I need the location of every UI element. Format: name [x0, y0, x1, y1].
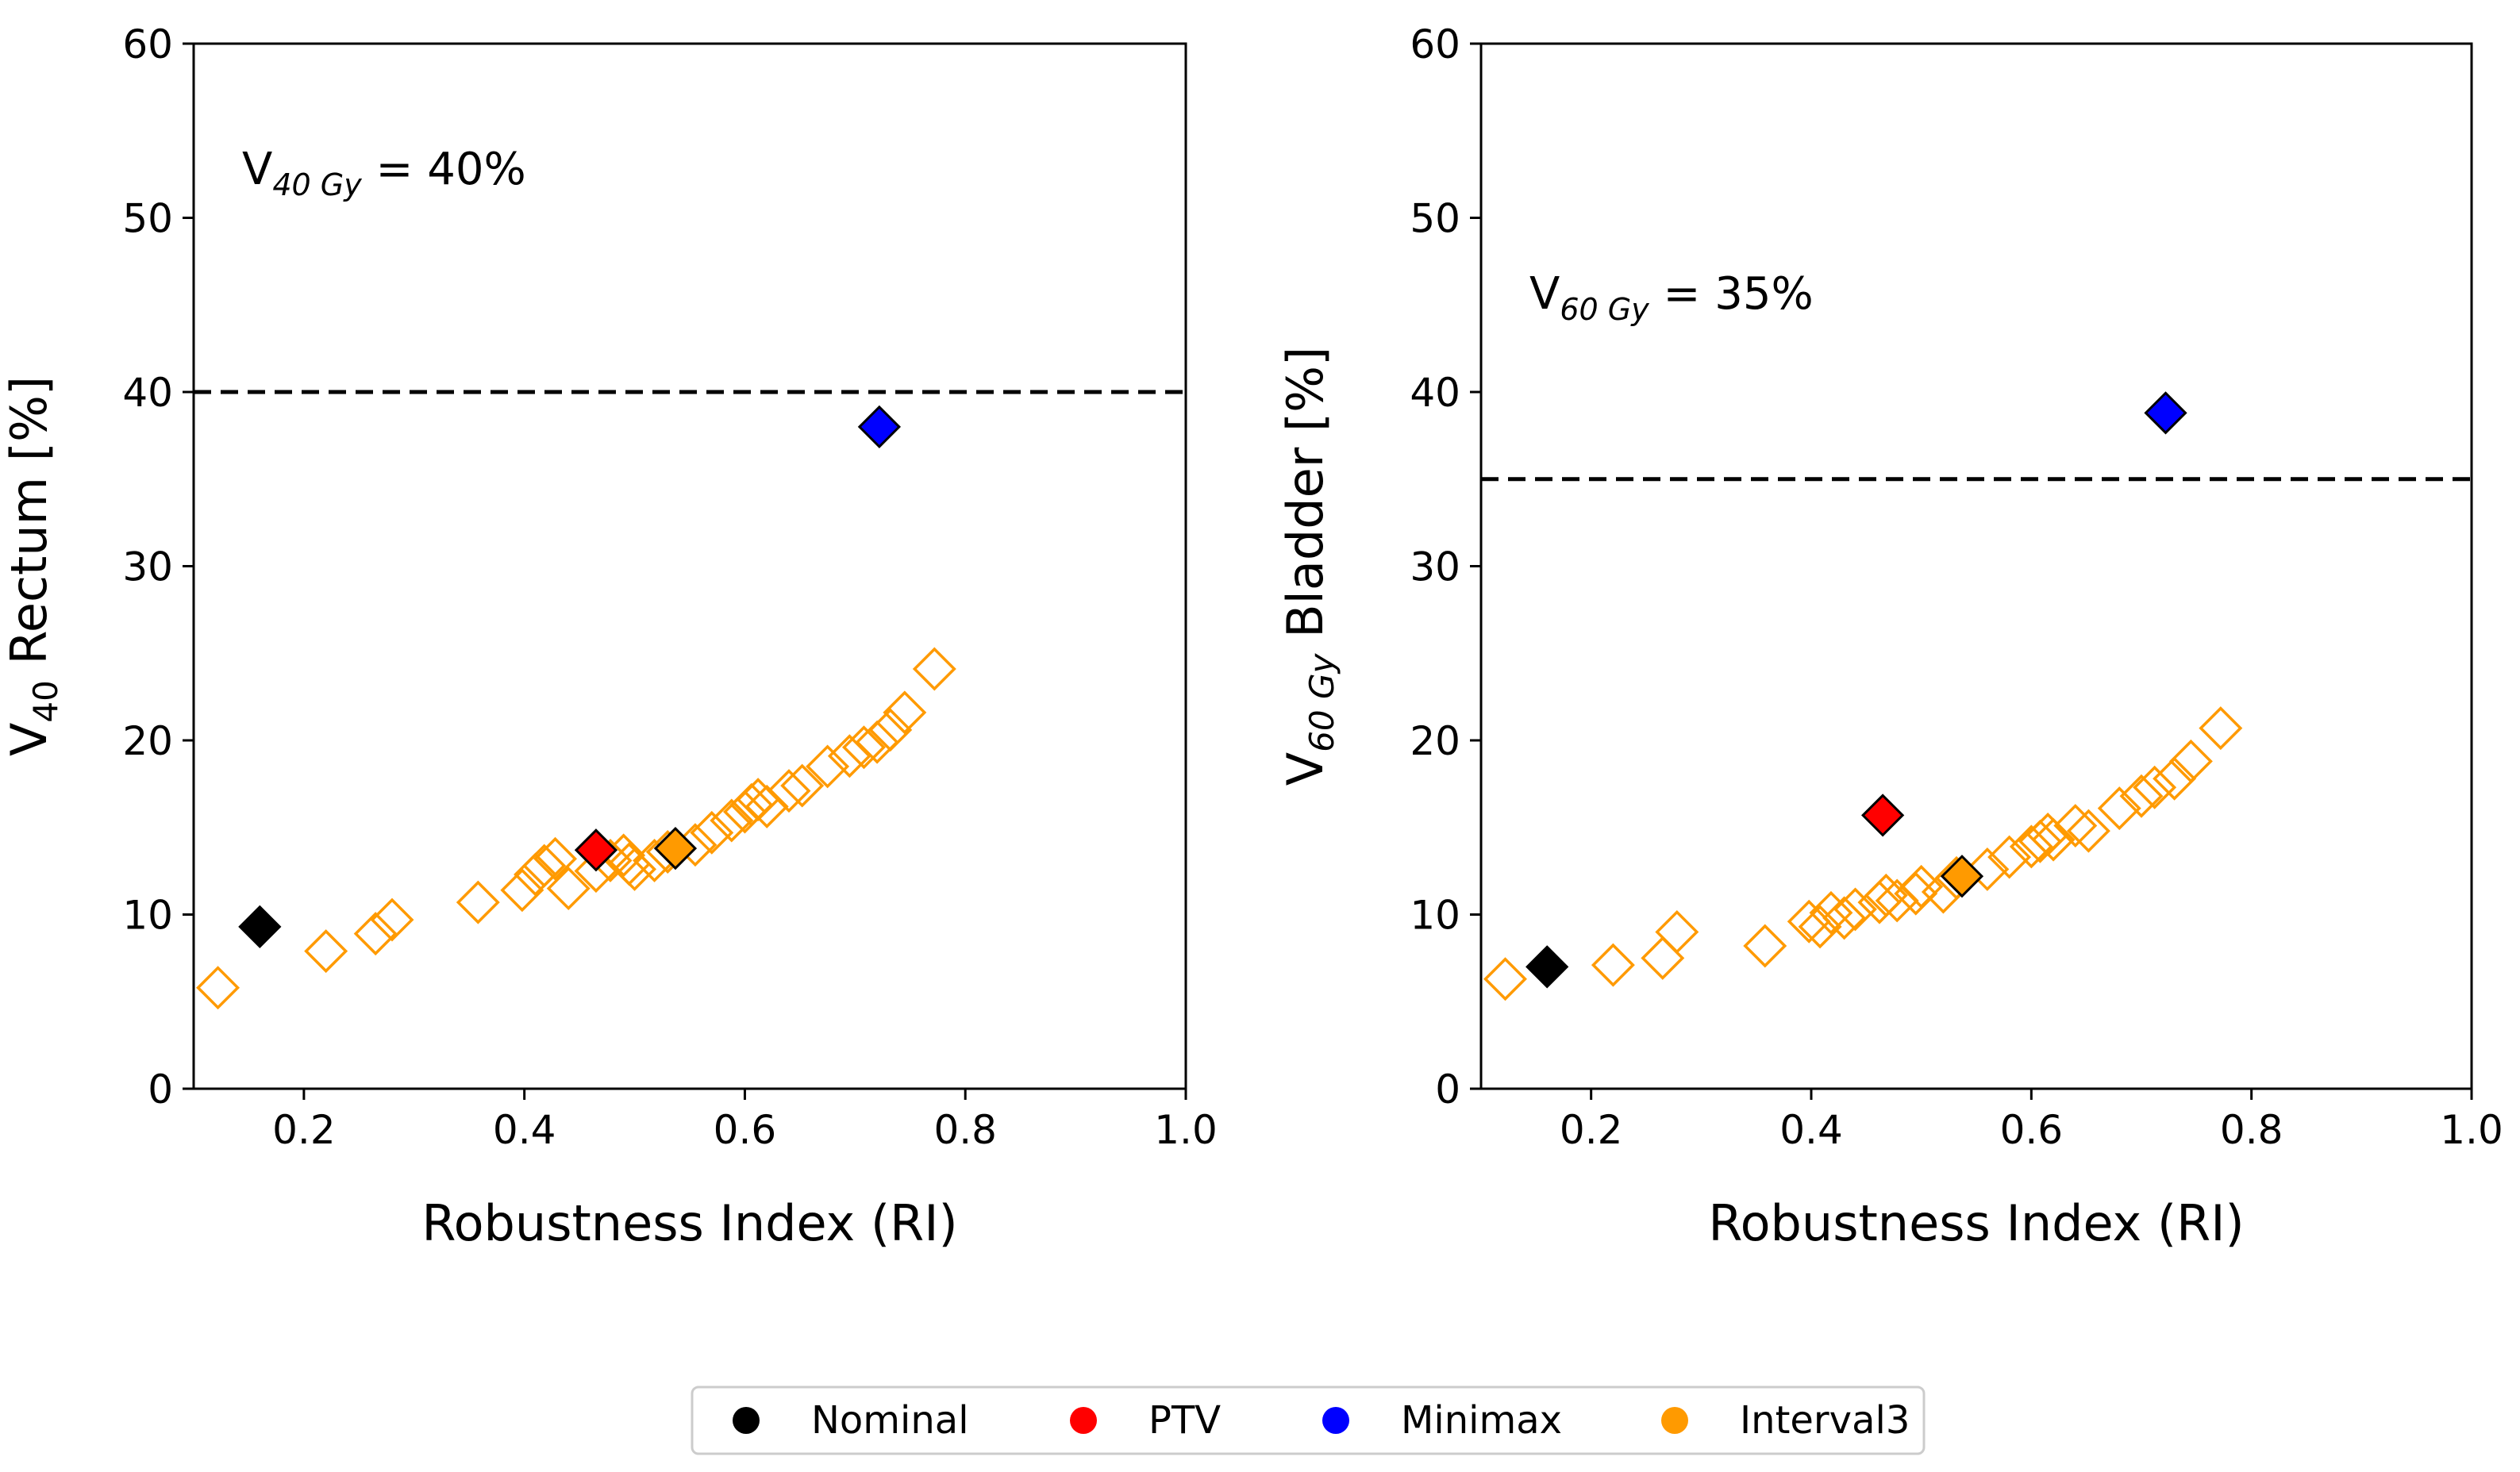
- point-interval3-scenarios: [806, 744, 850, 789]
- point-interval3-scenarios: [2119, 774, 2164, 818]
- point-interval3-scenarios: [690, 810, 734, 855]
- x-tick-label: 0.6: [714, 1107, 777, 1153]
- legend-box: [691, 1386, 1926, 1455]
- y-tick-label: 40: [1410, 370, 1460, 416]
- point-nominal: [1525, 945, 1569, 989]
- point-interval3-scenarios: [1987, 835, 2032, 879]
- point-interval3-scenarios: [533, 836, 578, 881]
- point-minimax: [857, 405, 902, 449]
- legend-marker-interval3: [1661, 1407, 1688, 1434]
- x-tick-label: 0.2: [272, 1107, 336, 1153]
- y-tick-label: 50: [122, 196, 173, 242]
- point-interval3-scenarios: [1591, 943, 1635, 987]
- point-interval3-scenarios: [883, 690, 927, 735]
- point-interval3-scenarios: [2066, 809, 2110, 853]
- y-tick-label: 10: [1410, 893, 1460, 939]
- y-tick-label: 30: [122, 544, 173, 590]
- y-tick-label: 10: [122, 893, 173, 939]
- point-interval3-scenarios: [1655, 909, 1699, 954]
- x-tick-label: 1.0: [2440, 1107, 2503, 1153]
- x-tick-label: 0.2: [1560, 1107, 1623, 1153]
- x-tick-label: 0.4: [493, 1107, 556, 1153]
- threshold-annotation: V40 Gy = 40%: [242, 144, 526, 202]
- x-axis-label: Robustness Index (RI): [421, 1194, 957, 1252]
- y-tick-label: 60: [1410, 21, 1460, 67]
- point-interval3-scenarios: [841, 725, 886, 770]
- y-tick-label: 0: [148, 1067, 173, 1113]
- point-interval3-scenarios: [500, 868, 544, 913]
- point-interval3-scenarios: [868, 708, 913, 752]
- x-tick-label: 0.8: [2220, 1107, 2283, 1153]
- y-tick-label: 0: [1435, 1067, 1460, 1113]
- y-tick-label: 60: [122, 21, 173, 67]
- point-interval3-scenarios: [1798, 905, 1842, 949]
- legend-marker-minimax: [1322, 1407, 1349, 1434]
- y-tick-label: 40: [122, 370, 173, 416]
- legend-label-minimax: Minimax: [1401, 1398, 1562, 1443]
- point-interval3-scenarios: [1483, 957, 1527, 1001]
- legend-marker-nominal: [733, 1407, 760, 1434]
- point-interval3-scenarios: [780, 763, 825, 808]
- point-interval3-scenarios: [522, 844, 567, 888]
- point-interval3-scenarios: [1965, 847, 2010, 891]
- point-interval3-scenarios: [767, 769, 811, 813]
- point-interval3-scenarios: [2009, 824, 2053, 869]
- threshold-annotation: V60 Gy = 35%: [1529, 268, 1814, 327]
- point-interval3-scenarios: [546, 867, 591, 911]
- right-panel-bladder: 0.2 0.4 0.6 0.8 1.0 0 10 20 30 40 50 60 Robustness I…: [1276, 21, 2503, 1252]
- point-interval3-scenarios: [370, 897, 414, 942]
- point-interval3-scenarios: [2031, 817, 2076, 862]
- legend-label-nominal: Nominal: [811, 1398, 969, 1443]
- point-ptv: [1861, 794, 1905, 837]
- point-interval3-scenarios: [1809, 890, 1853, 935]
- point-interval3-scenarios: [912, 647, 956, 691]
- point-ptv: [574, 828, 618, 872]
- point-nominal: [238, 905, 282, 948]
- point-interval3-scenarios: [1787, 899, 1831, 944]
- point-interval3-scenarios: [1822, 896, 1867, 940]
- point-interval3-scenarios: [2199, 706, 2243, 751]
- point-interval3-scenarios: [196, 966, 240, 1010]
- point-interval3-scenarios: [2153, 756, 2197, 801]
- legend-label-interval3: Interval3: [1740, 1398, 1910, 1443]
- point-interval3-scenarios: [304, 929, 348, 974]
- legend-label-ptv: PTV: [1148, 1398, 1221, 1443]
- plot-frame: [192, 42, 1187, 1090]
- point-interval3-scenarios: [710, 798, 754, 843]
- legend: Nominal PTV Minimax Interval3: [691, 1386, 1926, 1455]
- point-interval3-scenarios: [514, 852, 558, 897]
- y-axis-label: V40 Rectum [%]: [0, 376, 65, 756]
- y-tick-label: 20: [1410, 718, 1460, 764]
- point-interval3-scenarios: [2053, 804, 2098, 848]
- left-panel-rectum: 0.2 0.4 0.6 0.8 1.0 0 10 20 30 40 50 60 Robustness I…: [0, 21, 1218, 1252]
- y-tick-label: 20: [122, 718, 173, 764]
- point-interval3-scenarios: [2097, 786, 2141, 831]
- point-minimax: [2144, 391, 2187, 435]
- x-tick-label: 1.0: [1154, 1107, 1218, 1153]
- x-tick-label: 0.8: [933, 1107, 997, 1153]
- point-interval3-scenarios: [1833, 887, 1877, 932]
- point-interval3-scenarios: [2168, 739, 2213, 783]
- plot-frame: [1479, 42, 2473, 1090]
- point-interval3: [653, 826, 698, 871]
- y-axis-label: V60 Gy Bladder [%]: [1276, 347, 1341, 786]
- point-interval3-scenarios: [456, 880, 500, 924]
- legend-marker-ptv: [1070, 1407, 1097, 1434]
- x-tick-label: 0.6: [2000, 1107, 2064, 1153]
- y-tick-label: 50: [1410, 196, 1460, 242]
- y-tick-label: 30: [1410, 544, 1460, 590]
- point-interval3-scenarios: [353, 912, 398, 956]
- x-axis-label: Robustness Index (RI): [1708, 1194, 2244, 1252]
- point-interval3-scenarios: [613, 847, 657, 891]
- point-interval3-scenarios: [1743, 924, 1787, 968]
- point-interval3-scenarios: [2133, 765, 2177, 809]
- point-interval3-scenarios: [855, 720, 899, 764]
- point-interval3: [1940, 855, 1984, 898]
- x-tick-label: 0.4: [1779, 1107, 1843, 1153]
